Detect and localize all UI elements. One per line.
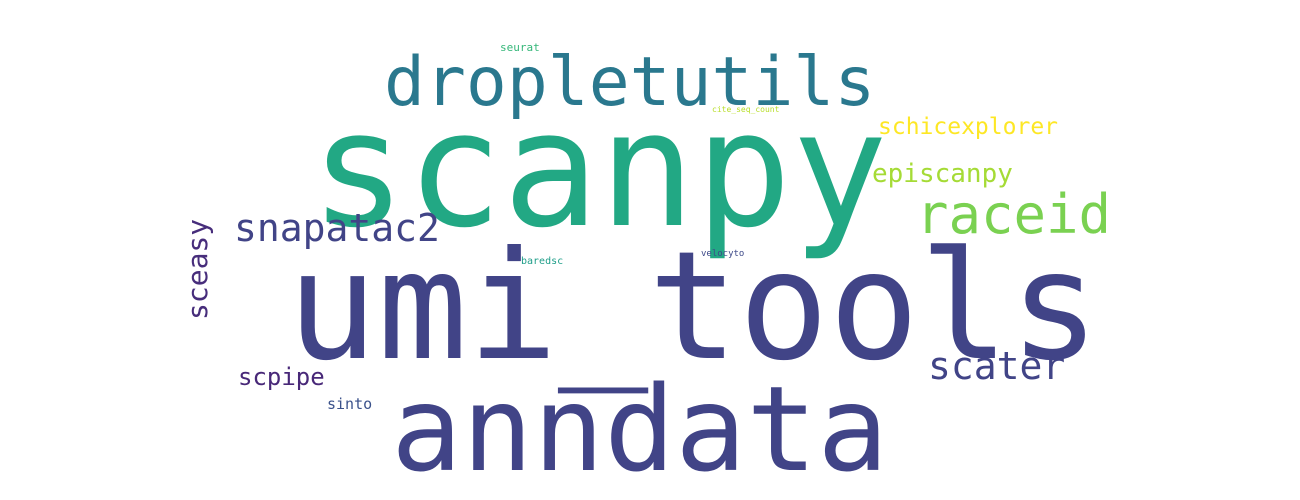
word-schicexplorer: schicexplorer bbox=[878, 114, 1059, 140]
word-snapatac2: snapatac2 bbox=[234, 206, 440, 250]
word-scater: scater bbox=[928, 344, 1066, 388]
word-cite-seq-count: cite_seq_count bbox=[712, 105, 780, 114]
word-velocyto: velocyto bbox=[701, 249, 745, 259]
word-sinto: sinto bbox=[327, 395, 373, 413]
word-scpipe: scpipe bbox=[238, 363, 325, 391]
word-umi-tools: umi_tools bbox=[287, 220, 1100, 394]
word-scanpy: scanpy bbox=[310, 76, 888, 263]
word-episcanpy: episcanpy bbox=[872, 159, 1013, 189]
word-sceasy: sceasy bbox=[181, 218, 214, 320]
word-baredsc: baredsc bbox=[521, 256, 564, 267]
word-dropletutils: dropletutils bbox=[384, 43, 876, 122]
word-seurat: seurat bbox=[500, 41, 540, 54]
word-anndata: anndata bbox=[391, 360, 889, 498]
word-raceid: raceid bbox=[916, 183, 1112, 246]
